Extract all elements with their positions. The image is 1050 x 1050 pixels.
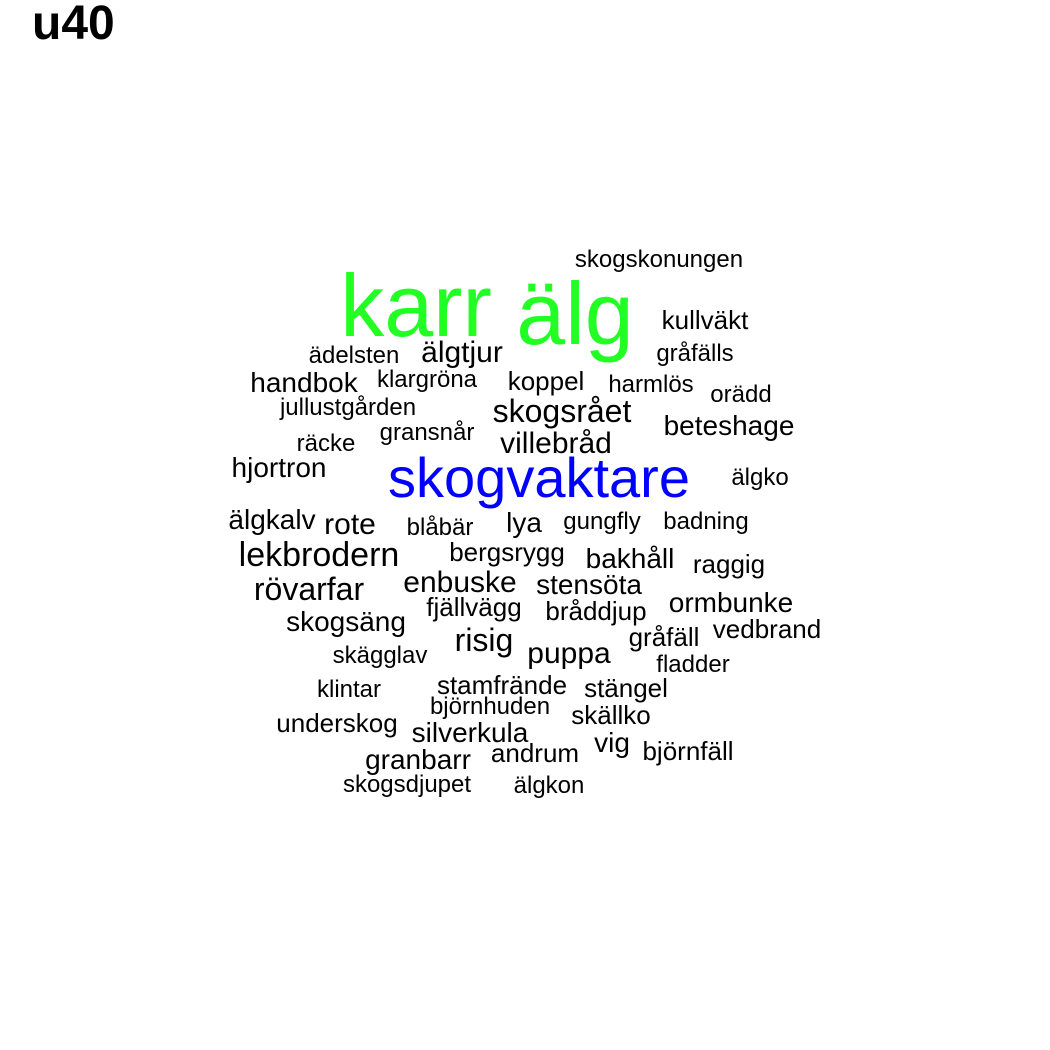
- word-skogskonungen: skogskonungen: [574, 246, 744, 273]
- word-villebrad: villebråd: [500, 427, 612, 460]
- word-risig: risig: [454, 622, 514, 658]
- word-stensota: stensöta: [536, 569, 642, 600]
- word-skogvaktare: skogvaktare: [388, 446, 690, 509]
- word-rote: rote: [324, 508, 376, 541]
- word-kullvakt: kullväkt: [661, 305, 749, 335]
- word-vig: vig: [594, 727, 630, 758]
- word-raggig: raggig: [692, 549, 766, 579]
- word-lekbrodern: lekbrodern: [238, 536, 400, 574]
- word-hjortron: hjortron: [231, 452, 327, 483]
- word-beteshage: beteshage: [663, 410, 795, 441]
- word-braddjup: bråddjup: [545, 596, 647, 626]
- word-skogsang: skogsäng: [286, 606, 406, 637]
- word-blabar: blåbär: [406, 514, 474, 541]
- word-harmlos: harmlös: [608, 371, 694, 398]
- word-grafalls: gråfälls: [656, 340, 734, 367]
- word-skallko: skällko: [571, 700, 651, 730]
- word-klintar: klintar: [316, 676, 382, 703]
- word-karr: karr: [340, 256, 492, 355]
- word-andrum: andrum: [490, 738, 580, 768]
- word-algkon: älgkon: [513, 772, 585, 799]
- word-puppa: puppa: [527, 637, 611, 670]
- word-silverkula: silverkula: [411, 717, 529, 748]
- word-skagglav: skägglav: [332, 642, 428, 669]
- word-stangel: stängel: [584, 673, 668, 703]
- word-adelsten: ädelsten: [308, 342, 400, 369]
- word-jullustgarden: jullustgården: [279, 394, 417, 421]
- word-alg: älg: [516, 264, 634, 363]
- word-bjornhuden: björnhuden: [429, 693, 551, 720]
- word-klargrona: klargröna: [376, 366, 478, 393]
- word-vedbrand: vedbrand: [712, 614, 822, 644]
- word-enbuske: enbuske: [403, 566, 517, 599]
- word-gransnar: gransnår: [379, 419, 475, 446]
- word-algkalv: älgkalv: [228, 504, 316, 535]
- word-skogsraet: skogsrået: [492, 393, 632, 429]
- word-racke: räcke: [296, 430, 356, 457]
- word-granbarr: granbarr: [365, 744, 471, 775]
- word-fjallvagg: fjällvägg: [426, 592, 522, 622]
- word-skogsdjupet: skogsdjupet: [342, 771, 472, 798]
- word-bjornfall: björnfäll: [642, 736, 734, 766]
- word-rovarfar: rövarfar: [253, 571, 365, 607]
- word-koppel: koppel: [507, 366, 585, 396]
- word-handbok: handbok: [250, 367, 358, 398]
- page-title: u40: [32, 0, 115, 50]
- word-lya: lya: [506, 507, 542, 538]
- word-grafall: gråfäll: [628, 622, 700, 652]
- word-gungfly: gungfly: [563, 508, 641, 535]
- word-algko: älgko: [731, 464, 789, 491]
- word-stamfrande: stamfrände: [436, 670, 568, 700]
- word-bergsrygg: bergsrygg: [449, 537, 565, 567]
- word-algtjur: älgtjur: [421, 336, 503, 369]
- word-oradd: orädd: [710, 381, 772, 408]
- word-bakhall: bakhåll: [585, 543, 675, 574]
- word-ormbunke: ormbunke: [668, 587, 794, 618]
- word-badning: badning: [663, 508, 749, 535]
- word-underskog: underskog: [276, 708, 398, 738]
- word-fladder: fladder: [656, 651, 730, 678]
